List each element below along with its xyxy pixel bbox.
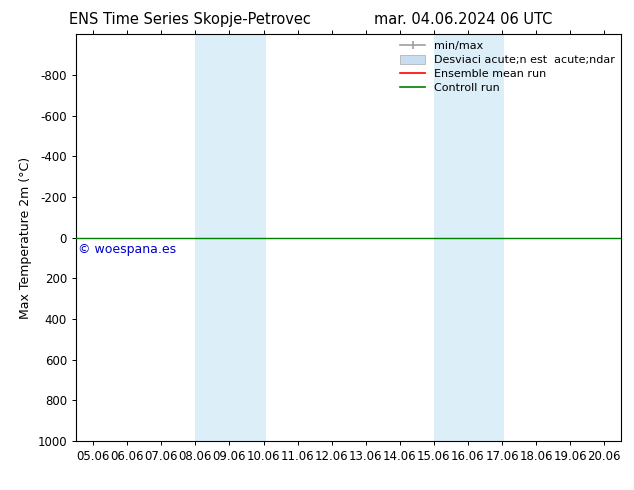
Y-axis label: Max Temperature 2m (°C): Max Temperature 2m (°C)	[19, 157, 32, 318]
Text: © woespana.es: © woespana.es	[78, 243, 176, 256]
Bar	[195, 34, 266, 441]
Legend: min/max, Desviaci acute;n est  acute;ndar, Ensemble mean run, Controll run: min/max, Desviaci acute;n est acute;ndar…	[396, 37, 619, 97]
Bar	[434, 34, 504, 441]
Text: ENS Time Series Skopje-Petrovec: ENS Time Series Skopje-Petrovec	[69, 12, 311, 27]
Text: mar. 04.06.2024 06 UTC: mar. 04.06.2024 06 UTC	[373, 12, 552, 27]
